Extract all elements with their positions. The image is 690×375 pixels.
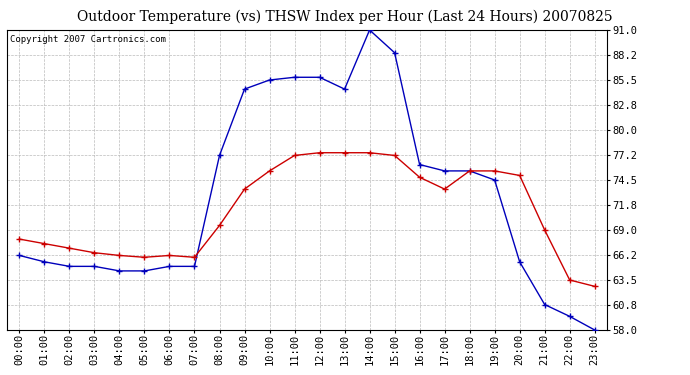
Text: Outdoor Temperature (vs) THSW Index per Hour (Last 24 Hours) 20070825: Outdoor Temperature (vs) THSW Index per … [77,9,613,24]
Text: Copyright 2007 Cartronics.com: Copyright 2007 Cartronics.com [10,34,166,44]
